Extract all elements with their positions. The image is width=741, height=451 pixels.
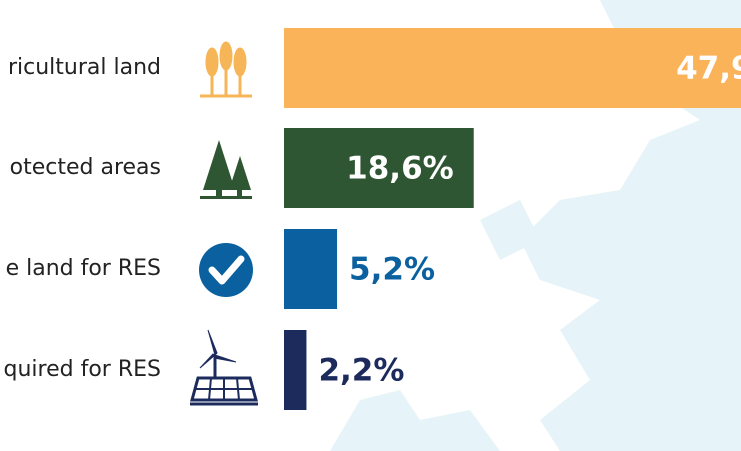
value-label: 5,2% xyxy=(349,252,435,288)
icon-check xyxy=(199,243,253,297)
category-label: e land for RES xyxy=(6,256,161,281)
category-label: quired for RES xyxy=(4,357,161,382)
map-background xyxy=(330,0,741,451)
bar xyxy=(284,128,474,208)
category-label: otected areas xyxy=(10,155,161,180)
icon-wheat xyxy=(200,41,252,98)
bar xyxy=(284,330,307,410)
value-label: 18,6% xyxy=(346,151,454,187)
bar xyxy=(284,28,741,108)
value-label: 2,2% xyxy=(318,353,404,389)
bar xyxy=(284,229,338,309)
category-label: ricultural land xyxy=(8,55,161,80)
icon-wind-solar xyxy=(190,329,258,406)
icon-trees xyxy=(200,140,252,199)
value-label: 47,9 xyxy=(676,51,741,87)
